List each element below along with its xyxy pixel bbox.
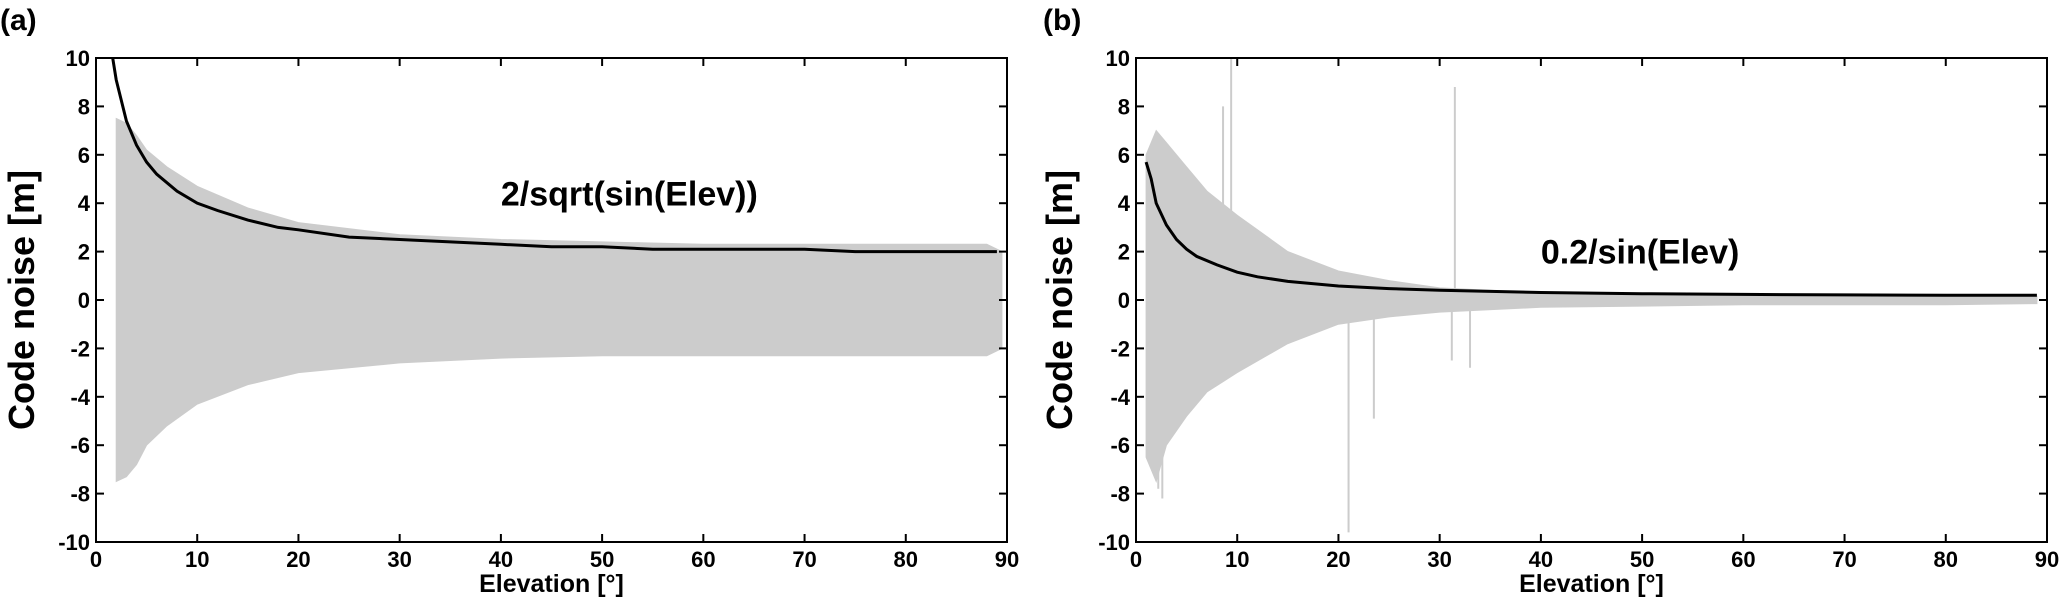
x-tick-label: 40 bbox=[1529, 547, 1553, 572]
y-tick-label: 10 bbox=[1106, 46, 1130, 71]
y-tick-label: -6 bbox=[1110, 433, 1130, 458]
x-tick-label: 50 bbox=[590, 547, 614, 572]
y-axis-title: Code noise [m] bbox=[1039, 170, 1080, 430]
panel-a: (a) -10 -8 -6 -4 -2 0 2 4 6 8 10 0 10 20 30 40 50 60 70 80 90… bbox=[0, 4, 1019, 598]
x-tick-label: 60 bbox=[691, 547, 715, 572]
x-tick-label: 60 bbox=[1731, 547, 1755, 572]
x-tick-label: 30 bbox=[387, 547, 411, 572]
y-tick-label: -2 bbox=[1110, 336, 1130, 361]
y-tick-label: -4 bbox=[70, 385, 90, 410]
y-tick-label: -6 bbox=[70, 433, 90, 458]
noise-band bbox=[115, 117, 1003, 483]
x-tick-label: 20 bbox=[286, 547, 310, 572]
panel-b: (b) -10 -8 -6 -4 -2 0 2 4 6 8 10 0 10 20 30 40 50 60 70 80 90… bbox=[1039, 4, 2059, 598]
curve-annotation: 0.2/sin(Elev) bbox=[1541, 234, 1739, 272]
y-tick-label: 10 bbox=[66, 46, 90, 71]
y-tick-label: 6 bbox=[78, 143, 90, 168]
y-tick-label: -8 bbox=[70, 482, 90, 507]
panel-label: (a) bbox=[0, 4, 37, 37]
x-tick-label: 0 bbox=[90, 547, 102, 572]
y-tick-label: -8 bbox=[1110, 482, 1130, 507]
x-tick-label: 40 bbox=[489, 547, 513, 572]
y-tick-label: 6 bbox=[1118, 143, 1130, 168]
y-tick-label: -2 bbox=[70, 336, 90, 361]
y-tick-label: 8 bbox=[78, 94, 90, 119]
x-tick-label: 80 bbox=[894, 547, 918, 572]
panel-label: (b) bbox=[1043, 4, 1081, 37]
x-tick-label: 70 bbox=[792, 547, 816, 572]
y-tick-label: 4 bbox=[1118, 191, 1131, 216]
y-tick-label: 2 bbox=[1118, 240, 1130, 265]
y-tick-label: 4 bbox=[78, 191, 91, 216]
noise-band bbox=[1145, 129, 2038, 484]
model-curve bbox=[111, 57, 997, 254]
y-tick-label: 2 bbox=[78, 240, 90, 265]
y-tick-label: -4 bbox=[1110, 385, 1130, 410]
x-axis-title: Elevation [°] bbox=[1519, 570, 1664, 598]
x-tick-label: 0 bbox=[1130, 547, 1142, 572]
x-tick-label: 20 bbox=[1326, 547, 1350, 572]
x-axis-title: Elevation [°] bbox=[479, 570, 624, 598]
y-tick-label: 0 bbox=[1118, 288, 1130, 313]
x-tick-label: 10 bbox=[185, 547, 209, 572]
x-tick-label: 50 bbox=[1630, 547, 1654, 572]
x-tick-label: 30 bbox=[1427, 547, 1451, 572]
curve-annotation: 2/sqrt(sin(Elev)) bbox=[501, 176, 758, 214]
y-axis-title: Code noise [m] bbox=[1, 170, 42, 430]
x-tick-label: 90 bbox=[2035, 547, 2059, 572]
model-curve bbox=[1144, 161, 2037, 297]
y-tick-label: -10 bbox=[58, 530, 90, 555]
y-tick-label: -10 bbox=[1098, 530, 1130, 555]
x-tick-label: 80 bbox=[1934, 547, 1958, 572]
x-tick-label: 10 bbox=[1225, 547, 1249, 572]
y-tick-label: 0 bbox=[78, 288, 90, 313]
x-tick-label: 70 bbox=[1832, 547, 1856, 572]
x-tick-label: 90 bbox=[995, 547, 1019, 572]
y-tick-label: 8 bbox=[1118, 94, 1130, 119]
